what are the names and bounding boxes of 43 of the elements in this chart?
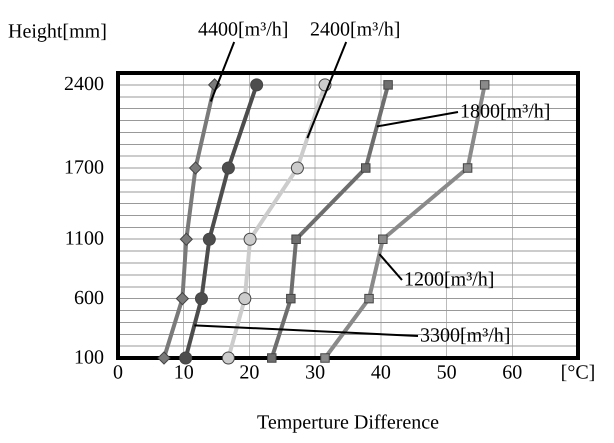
point	[383, 80, 393, 90]
point	[180, 232, 193, 246]
x-tick-label: 0	[113, 361, 123, 384]
point	[267, 353, 277, 363]
x-axis-title: Temperture Difference	[256, 411, 440, 434]
x-tick-label: 20	[239, 361, 260, 384]
y-tick-label: 100	[74, 346, 104, 368]
point	[238, 292, 252, 306]
x-tick-label: 40	[370, 361, 391, 384]
point	[250, 78, 264, 92]
point	[462, 163, 472, 173]
point	[222, 352, 235, 364]
point	[244, 232, 257, 246]
y-tick-label: 2400	[64, 73, 104, 96]
text: 1800[m³/h]	[460, 100, 550, 122]
point	[179, 352, 192, 364]
point	[286, 294, 296, 304]
point	[290, 162, 304, 174]
x-tick-label: 10	[174, 361, 194, 384]
text: 3300[m³/h]	[420, 324, 510, 346]
point	[222, 162, 235, 174]
point	[202, 232, 216, 246]
x-tick-label: 50	[436, 361, 457, 384]
point	[320, 353, 330, 363]
point	[378, 234, 388, 244]
series-label: 1200[m³/h]	[404, 268, 494, 290]
y-tick-label: 1100	[64, 228, 104, 250]
y-tick-label: 1700	[64, 156, 104, 178]
y-axis-title: Height[mm]	[8, 20, 107, 42]
y-tick-label: 600	[74, 286, 104, 309]
point	[291, 234, 301, 244]
point	[158, 352, 170, 364]
x-tick-label: [°C]	[560, 361, 596, 384]
text: 2400[m³/h]	[310, 18, 400, 40]
point	[189, 162, 202, 174]
x-tick-label: 60	[502, 361, 522, 384]
point	[480, 80, 490, 90]
x-tick-label: 30	[305, 361, 326, 384]
point	[364, 294, 374, 304]
text: 4400[m³/h]	[198, 18, 288, 40]
point	[361, 163, 370, 173]
point	[194, 292, 208, 306]
point	[176, 292, 189, 306]
